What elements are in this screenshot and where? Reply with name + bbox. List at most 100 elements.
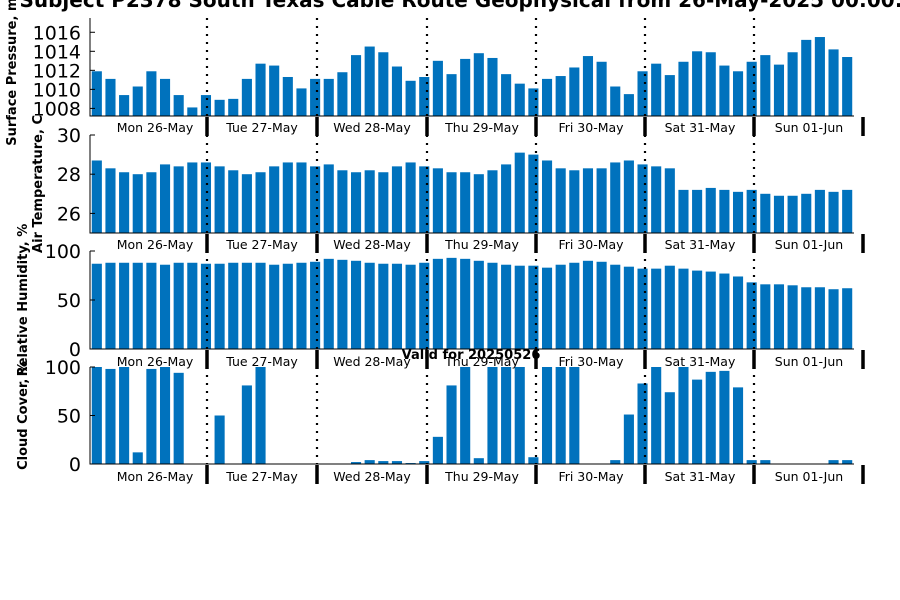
bar bbox=[173, 95, 184, 116]
bar bbox=[473, 174, 484, 233]
chart-panel-4: 0 50 100 Mon 26-May Tue 27-May Wed 28-May Thu … bbox=[16, 357, 865, 484]
bar bbox=[364, 170, 375, 233]
bar bbox=[282, 76, 293, 116]
bar bbox=[501, 264, 512, 349]
bar bbox=[719, 273, 730, 349]
bar bbox=[146, 368, 157, 464]
bar bbox=[105, 262, 116, 349]
bar bbox=[541, 267, 553, 349]
bar bbox=[337, 72, 348, 116]
bar bbox=[664, 392, 675, 464]
bar bbox=[528, 457, 539, 464]
bar bbox=[528, 265, 539, 349]
y-tick-label: 1008 bbox=[33, 98, 81, 120]
bar bbox=[105, 168, 116, 233]
axis-frame bbox=[89, 18, 854, 117]
bar bbox=[105, 78, 116, 116]
bar bbox=[337, 170, 348, 233]
bar bbox=[514, 265, 525, 349]
x-tick-label: Fri 30-May bbox=[558, 237, 624, 252]
bar bbox=[132, 262, 143, 349]
bar bbox=[323, 164, 334, 233]
bar bbox=[787, 195, 798, 233]
bar bbox=[760, 284, 771, 349]
bar bbox=[692, 51, 703, 116]
x-tick-label: Fri 30-May bbox=[558, 354, 624, 369]
y-axis-label: Cloud Cover, % bbox=[16, 361, 31, 470]
bar bbox=[378, 263, 389, 349]
y-tick-label: 0 bbox=[69, 454, 81, 476]
y-tick-label: 100 bbox=[45, 241, 81, 263]
bar bbox=[541, 367, 553, 464]
bar bbox=[391, 263, 403, 349]
bar bbox=[678, 367, 689, 464]
bar bbox=[391, 66, 403, 116]
x-tick-label: Tue 27-May bbox=[225, 120, 298, 135]
bar bbox=[241, 385, 252, 464]
bar bbox=[623, 414, 634, 464]
bar bbox=[582, 168, 594, 233]
bar bbox=[719, 370, 730, 464]
bar bbox=[200, 95, 212, 116]
bar bbox=[228, 262, 239, 349]
bar bbox=[555, 264, 566, 349]
bar bbox=[664, 75, 675, 116]
bar bbox=[651, 367, 662, 464]
bar bbox=[705, 52, 716, 116]
bar bbox=[637, 164, 648, 233]
bar bbox=[364, 46, 375, 116]
x-tick-label: Sat 31-May bbox=[665, 469, 736, 484]
bar bbox=[214, 99, 225, 116]
bar bbox=[732, 276, 744, 349]
bar bbox=[541, 160, 553, 233]
bar bbox=[119, 172, 130, 233]
bar bbox=[514, 152, 525, 233]
bar bbox=[719, 65, 730, 116]
bar bbox=[541, 78, 553, 116]
bar bbox=[746, 460, 757, 464]
bar bbox=[828, 460, 839, 464]
bar bbox=[814, 287, 825, 349]
bar bbox=[801, 193, 812, 233]
bar bbox=[760, 55, 771, 116]
bar bbox=[146, 262, 157, 349]
bar bbox=[391, 166, 403, 233]
bar bbox=[773, 195, 785, 233]
x-tick-label: Mon 26-May bbox=[117, 120, 194, 135]
bar bbox=[787, 285, 798, 349]
bar bbox=[746, 61, 757, 116]
bar bbox=[255, 172, 266, 233]
y-tick-label: 1014 bbox=[33, 41, 81, 63]
x-tick-label: Sun 01-Jun bbox=[775, 469, 843, 484]
bar bbox=[214, 263, 225, 349]
bar bbox=[419, 76, 430, 116]
bar bbox=[487, 262, 498, 349]
x-tick-label: Fri 30-May bbox=[558, 469, 624, 484]
bar bbox=[146, 172, 157, 233]
bar bbox=[350, 462, 362, 464]
bar bbox=[569, 67, 580, 116]
x-tick-label: Thu 29-May bbox=[444, 237, 519, 252]
bar bbox=[323, 78, 334, 116]
x-tick-label: Sun 01-Jun bbox=[775, 120, 843, 135]
bar bbox=[705, 371, 716, 464]
x-tick-label: Tue 27-May bbox=[225, 469, 298, 484]
x-tick-label: Thu 29-May bbox=[444, 469, 519, 484]
bar bbox=[692, 379, 703, 464]
bar bbox=[146, 71, 157, 116]
bar bbox=[159, 78, 171, 116]
bar bbox=[119, 95, 130, 116]
x-tick-label: Wed 28-May bbox=[333, 354, 411, 369]
bar bbox=[801, 39, 812, 116]
bar bbox=[651, 166, 662, 233]
bar bbox=[637, 268, 648, 349]
bar bbox=[664, 265, 675, 349]
y-tick-label: 1010 bbox=[33, 79, 81, 101]
bar bbox=[732, 387, 744, 464]
y-tick-label: 30 bbox=[57, 125, 81, 147]
bar bbox=[119, 262, 130, 349]
bar bbox=[282, 263, 293, 349]
bar bbox=[719, 189, 730, 233]
bar bbox=[241, 262, 252, 349]
bar bbox=[378, 52, 389, 116]
